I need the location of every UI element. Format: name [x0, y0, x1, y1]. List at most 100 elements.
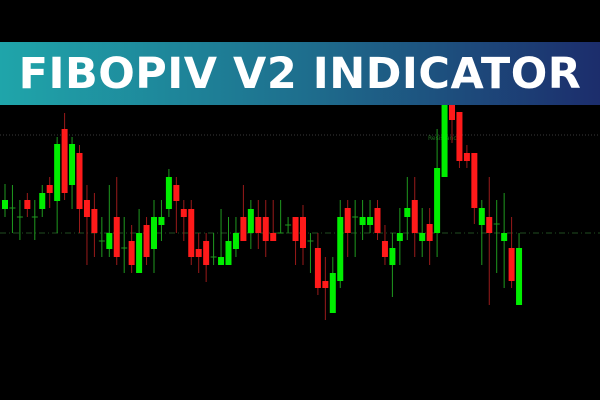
- title-banner: FIBOPIV V2 INDICATOR: [0, 42, 600, 105]
- candle-body: [434, 168, 441, 233]
- candle: [367, 200, 374, 233]
- candle-body: [151, 217, 157, 249]
- candle: [344, 200, 351, 257]
- candle-body: [478, 208, 485, 225]
- candle-body: [83, 200, 90, 217]
- candle: [165, 169, 172, 217]
- candle: [463, 145, 470, 168]
- candle-body: [367, 217, 374, 225]
- candle: [188, 200, 195, 265]
- candle: [434, 129, 441, 257]
- candle: [106, 185, 113, 257]
- candle-body: [255, 217, 262, 233]
- candle: [471, 153, 478, 224]
- candle-body: [24, 200, 31, 209]
- candle: [76, 145, 83, 233]
- candle-body: [449, 95, 455, 120]
- candle-body: [136, 233, 143, 273]
- candle-body: [106, 233, 113, 249]
- candle-body: [389, 248, 396, 265]
- candle: [374, 200, 381, 240]
- candle-body: [516, 248, 523, 305]
- candle-body: [471, 153, 478, 208]
- candle: [218, 209, 225, 265]
- candle-body: [300, 217, 306, 248]
- candle-body: [218, 257, 225, 265]
- candle-body: [344, 208, 351, 233]
- candle-body: [69, 144, 76, 185]
- candle: [54, 137, 61, 233]
- candle-body: [463, 153, 470, 161]
- candle: [210, 233, 217, 265]
- candle: [39, 185, 46, 217]
- candle-body: [270, 233, 277, 241]
- candle: [262, 200, 269, 257]
- candle: [292, 217, 299, 265]
- candle-body: [441, 105, 448, 177]
- candle-body: [76, 153, 83, 209]
- candle-body: [262, 217, 269, 241]
- candle: [203, 233, 210, 282]
- candle-body: [501, 233, 508, 241]
- candle-body: [165, 177, 172, 209]
- candle: [337, 200, 344, 288]
- candle: [195, 233, 202, 273]
- candle: [426, 208, 433, 265]
- candle-body: [381, 241, 388, 257]
- candle: [158, 200, 165, 241]
- candle-body: [180, 209, 187, 217]
- candle-body: [404, 208, 411, 217]
- candle: [136, 209, 143, 273]
- candle-body: [39, 193, 46, 209]
- candle-body: [195, 249, 202, 257]
- candle-body: [456, 112, 463, 161]
- banner-title: FIBOPIV V2 INDICATOR: [18, 48, 582, 99]
- candle: [486, 177, 493, 305]
- candle: [113, 177, 120, 265]
- candle: [91, 193, 98, 257]
- candle: [389, 233, 396, 297]
- candle-body: [46, 185, 53, 193]
- candle-body: [374, 208, 381, 233]
- candle-body: [508, 248, 515, 281]
- candle: [83, 185, 90, 265]
- candle: [121, 217, 128, 273]
- candle: [381, 225, 388, 265]
- candle: [180, 200, 187, 241]
- candle: [322, 257, 329, 320]
- candle: [128, 225, 135, 273]
- candle: [247, 200, 254, 249]
- candle-body: [396, 233, 403, 241]
- candle: [285, 217, 292, 233]
- candle-body: [232, 233, 239, 249]
- candle-body: [419, 233, 426, 241]
- candle-body: [322, 281, 329, 288]
- candle: [2, 184, 8, 217]
- candle: [307, 233, 314, 273]
- candle: [300, 205, 306, 265]
- candle-body: [292, 217, 299, 241]
- candle: [419, 208, 426, 257]
- candle-body: [54, 144, 61, 201]
- candle-body: [173, 185, 180, 201]
- candle-body: [247, 209, 254, 233]
- candle: [329, 257, 336, 313]
- candle: [143, 217, 150, 265]
- candle-body: [329, 273, 336, 313]
- candle-body: [240, 217, 247, 241]
- candle-body: [359, 217, 366, 225]
- candle: [516, 233, 523, 305]
- candle: [98, 217, 105, 257]
- candle: [277, 200, 284, 234]
- candle-body: [426, 224, 433, 241]
- candle-body: [314, 248, 321, 288]
- candle: [270, 200, 277, 241]
- candles: [2, 85, 523, 320]
- candle-body: [188, 209, 195, 257]
- candle-body: [113, 217, 120, 257]
- candle: [240, 185, 247, 241]
- candle-body: [143, 225, 150, 257]
- candle: [24, 193, 31, 217]
- candle: [232, 217, 239, 257]
